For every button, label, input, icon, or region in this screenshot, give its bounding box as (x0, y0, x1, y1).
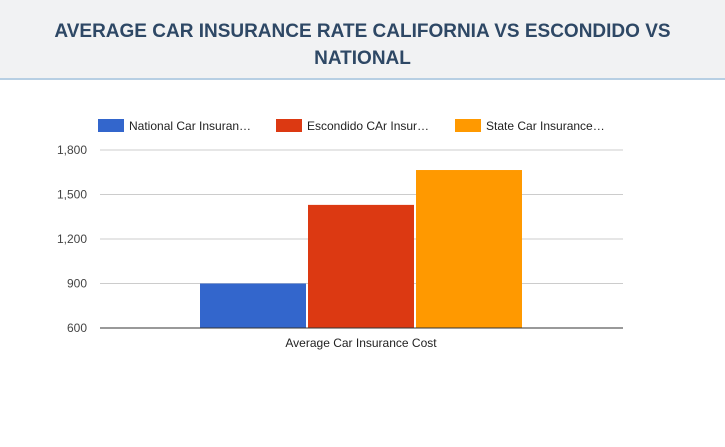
bar-chart: National Car Insuran… Escondido CAr Insur… (57, 119, 623, 350)
legend-swatch (455, 119, 481, 132)
legend-item-2[interactable]: Escondido CAr Insur… (276, 119, 429, 133)
chart-area: National Car Insuran… Escondido CAr Insur… (0, 80, 725, 442)
y-tick-label: 1,800 (57, 143, 87, 157)
legend-item-1[interactable]: National Car Insuran… (98, 119, 251, 133)
legend-label: National Car Insuran… (129, 119, 251, 133)
y-tick-label: 600 (67, 321, 87, 335)
legend-swatch (98, 119, 124, 132)
chart-title: AVERAGE CAR INSURANCE RATE CALIFORNIA VS… (54, 21, 671, 69)
y-tick-label: 1,200 (57, 232, 87, 246)
legend-label: State Car Insurance… (486, 119, 605, 133)
chart-header: AVERAGE CAR INSURANCE RATE CALIFORNIA VS… (0, 0, 725, 80)
bars (100, 170, 623, 329)
y-axis: 600 900 1,200 1,500 1,800 (57, 143, 87, 335)
bar-1[interactable] (200, 283, 306, 329)
chart-legend: National Car Insuran… Escondido CAr Insur… (98, 119, 605, 133)
legend-label: Escondido CAr Insur… (307, 119, 429, 133)
x-axis: Average Car Insurance Cost (285, 336, 437, 350)
x-tick-label: Average Car Insurance Cost (285, 336, 437, 350)
y-tick-label: 900 (67, 277, 87, 291)
legend-item-3[interactable]: State Car Insurance… (455, 119, 605, 133)
bar-3[interactable] (416, 170, 522, 328)
bar-2[interactable] (308, 204, 414, 328)
y-tick-label: 1,500 (57, 188, 87, 202)
legend-swatch (276, 119, 302, 132)
